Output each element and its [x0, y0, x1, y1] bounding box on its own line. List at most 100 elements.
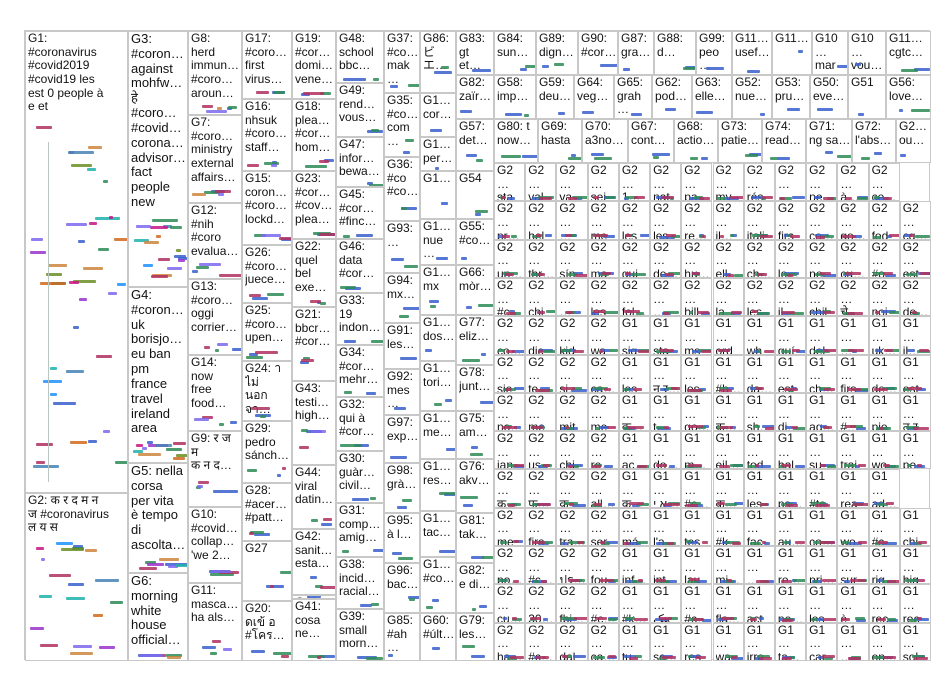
group-cell-small[interactable]: G2… … — [650, 277, 682, 317]
group-cell-small[interactable]: G2… cg… — [899, 201, 931, 240]
group-cell-g18[interactable]: G18: plea… #cor… hom… — [292, 99, 336, 171]
group-cell-small[interactable]: G1… wa… — [712, 622, 744, 661]
group-cell-small[interactable]: G1… #b… — [712, 354, 744, 393]
group-cell-g11y[interactable]: G11… — [772, 31, 812, 75]
group-cell-g91[interactable]: G91: les… — [384, 323, 420, 369]
group-cell-g69[interactable]: G69: hasta — [538, 119, 582, 163]
group-cell-small[interactable]: G2… pa… — [681, 163, 713, 202]
group-cell-small[interactable]: G1… sc… — [650, 622, 682, 661]
group-cell-small[interactable]: G1… fla… — [712, 584, 744, 623]
group-cell-small[interactable]: G2… ne… — [806, 163, 838, 202]
group-cell-g23[interactable]: G23: #cor… #cov… plea… — [292, 171, 336, 239]
group-cell-small[interactable]: G1… go… — [681, 392, 713, 432]
group-cell-g48[interactable]: G48: school bbc… — [336, 31, 384, 83]
group-cell-small[interactable]: G2… wa… — [587, 316, 619, 355]
group-cell-g42[interactable]: G42: sanit… esta… — [292, 529, 336, 595]
group-cell-small[interactable]: G2… fol… — [618, 277, 651, 317]
group-cell-g35[interactable]: G35: #co… com… — [384, 93, 420, 157]
group-cell-g89[interactable]: G89: dign… — [536, 31, 578, 75]
group-cell-small[interactable]: G1… chi… — [899, 507, 931, 547]
group-cell-small[interactable]: G2… #c… — [587, 584, 619, 623]
group-cell-small[interactable]: G1… wh… — [743, 316, 775, 355]
group-cell-small[interactable]: G1… tod… — [743, 431, 775, 470]
group-cell-g90[interactable]: G90: #cor… — [578, 31, 618, 75]
group-cell-g70[interactable]: G70: a3no… — [582, 119, 628, 163]
group-cell-g55[interactable]: G55: #co… — [456, 219, 494, 265]
group-cell-small[interactable]: G2… ne… — [806, 239, 838, 278]
group-cell-small[interactable]: G1… #te… — [806, 469, 838, 508]
group-cell-small[interactable]: G2… il… — [774, 277, 807, 317]
group-cell-small[interactable]: G2… co… — [806, 201, 838, 240]
group-cell-g21[interactable]: G21: bbcr… #cor… — [292, 307, 336, 381]
group-cell-g99[interactable]: G99: peo… — [696, 31, 732, 75]
group-cell-g93[interactable]: G93: … — [384, 221, 420, 273]
group-cell-g92[interactable]: G92: mes… — [384, 369, 420, 415]
group-cell-g95[interactable]: G95: à l… — [384, 513, 420, 563]
group-cell-small[interactable]: G2… me… — [494, 507, 526, 547]
group-cell-small[interactable]: G2… de… — [899, 277, 931, 317]
group-cell-small[interactable]: G2… thr… — [525, 239, 557, 278]
group-cell-small[interactable]: G2… sie… — [494, 354, 526, 393]
group-cell-small[interactable]: G1… do… — [650, 431, 682, 470]
group-cell-g43[interactable]: G43: testi… high… — [292, 381, 336, 465]
group-cell-g62[interactable]: G62: pod… — [652, 75, 692, 119]
group-cell-g36[interactable]: G36: #co #co… — [384, 157, 420, 221]
group-cell-small[interactable]: G2… mit… — [556, 392, 588, 432]
group-cell-g1h[interactable]: G1… me… — [420, 411, 456, 459]
group-cell-small[interactable]: G1… pe… — [899, 431, 931, 470]
group-cell-small[interactable]: G2… … — [556, 277, 588, 317]
group-cell-small[interactable]: G1… rec… — [899, 584, 931, 623]
group-cell-small[interactable]: G2… fbi… — [556, 584, 588, 623]
group-cell-small[interactable]: G2… jan… — [494, 431, 526, 470]
group-cell-small[interactable]: G2… … — [556, 201, 588, 240]
group-cell-small[interactable]: G2… sei… — [587, 163, 619, 202]
group-cell-small[interactable]: G2… chil… — [806, 277, 838, 317]
group-cell-g79[interactable]: G79: les… — [456, 613, 494, 661]
group-cell-small[interactable]: G2… hill… — [681, 277, 713, 317]
group-cell-small[interactable]: G2… me… — [525, 392, 557, 432]
group-cell-small[interactable]: G2… dal… — [556, 622, 588, 661]
group-cell-g1g[interactable]: G1… tori… — [420, 361, 456, 411]
group-cell-small[interactable]: G2… les… — [587, 277, 619, 317]
group-cell-small[interactable]: G2… rés… — [743, 163, 775, 202]
group-cell-small[interactable]: G2… chi… — [556, 431, 588, 470]
group-cell-small[interactable]: G1… ad… — [868, 469, 900, 508]
group-cell-small[interactable]: G2… no… — [494, 392, 526, 432]
group-cell-g7[interactable]: G7: #coro… ministry external affairs… — [188, 115, 242, 203]
group-cell-small[interactable]: G1… wo… — [868, 431, 900, 470]
group-cell-g6[interactable]: G6: morning white house official… — [128, 573, 188, 661]
group-cell-g15[interactable]: G15: coron… #coro… lockd… — [242, 171, 292, 245]
group-cell-g85[interactable]: G85: #ah… — [384, 613, 420, 661]
group-cell-small[interactable]: G1… est… — [774, 354, 807, 393]
group-cell-small[interactable]: G2… fod… — [868, 201, 900, 240]
group-cell-g58[interactable]: G58: imp… — [494, 75, 536, 119]
group-cell-small[interactable]: G1… hig… — [899, 546, 931, 585]
group-cell-small[interactable]: G2… les… — [618, 201, 651, 240]
group-cell-g65[interactable]: G65: grah… — [614, 75, 652, 119]
group-cell-g3[interactable]: G3: #coron… against mohfw… हे #coro… #co… — [128, 31, 188, 287]
group-cell-small[interactable]: G1… mi… — [712, 546, 744, 585]
group-cell-small[interactable]: G1… #k… — [712, 507, 744, 547]
group-cell-small[interactable]: G1… car… — [806, 622, 838, 661]
group-cell-g2a[interactable]: G2… ou… — [896, 119, 931, 163]
group-cell-small[interactable]: G1… #… — [837, 392, 869, 432]
group-cell-small[interactable]: G1… su… — [806, 431, 838, 470]
group-cell-small[interactable]: G1… au… — [774, 507, 807, 547]
group-cell-g19[interactable]: G19: #cor… domi… vene… — [292, 31, 336, 99]
group-cell-g37[interactable]: G37: #co… mak… — [384, 31, 420, 93]
group-cell-small[interactable]: G2… 1… — [618, 163, 651, 202]
group-cell-small[interactable]: G2… hel… — [525, 201, 557, 240]
group-cell-g86[interactable]: G86: ビエ… — [420, 31, 456, 93]
group-cell-g9[interactable]: G9: र ज म क न द… — [188, 431, 242, 507]
group-cell-small[interactable]: G2… hu… — [681, 239, 713, 278]
group-cell-small[interactable]: G1… sig… — [618, 316, 651, 355]
group-cell-g1f[interactable]: G1… dos… — [420, 315, 456, 361]
group-cell-small[interactable]: G1… ord… — [712, 316, 744, 355]
group-cell-small[interactable]: G1… ms… — [681, 316, 713, 355]
group-cell-small[interactable]: G1… ta… — [774, 622, 807, 661]
group-cell-small[interactable]: G2… ser… — [587, 507, 619, 547]
group-cell-small[interactable]: G1… sol… — [899, 622, 931, 661]
group-cell-g59[interactable]: G59: deu… — [536, 75, 574, 119]
group-cell-small[interactable]: G1… inf… — [618, 546, 651, 585]
group-cell-small[interactable]: G1… pie… — [868, 392, 900, 432]
